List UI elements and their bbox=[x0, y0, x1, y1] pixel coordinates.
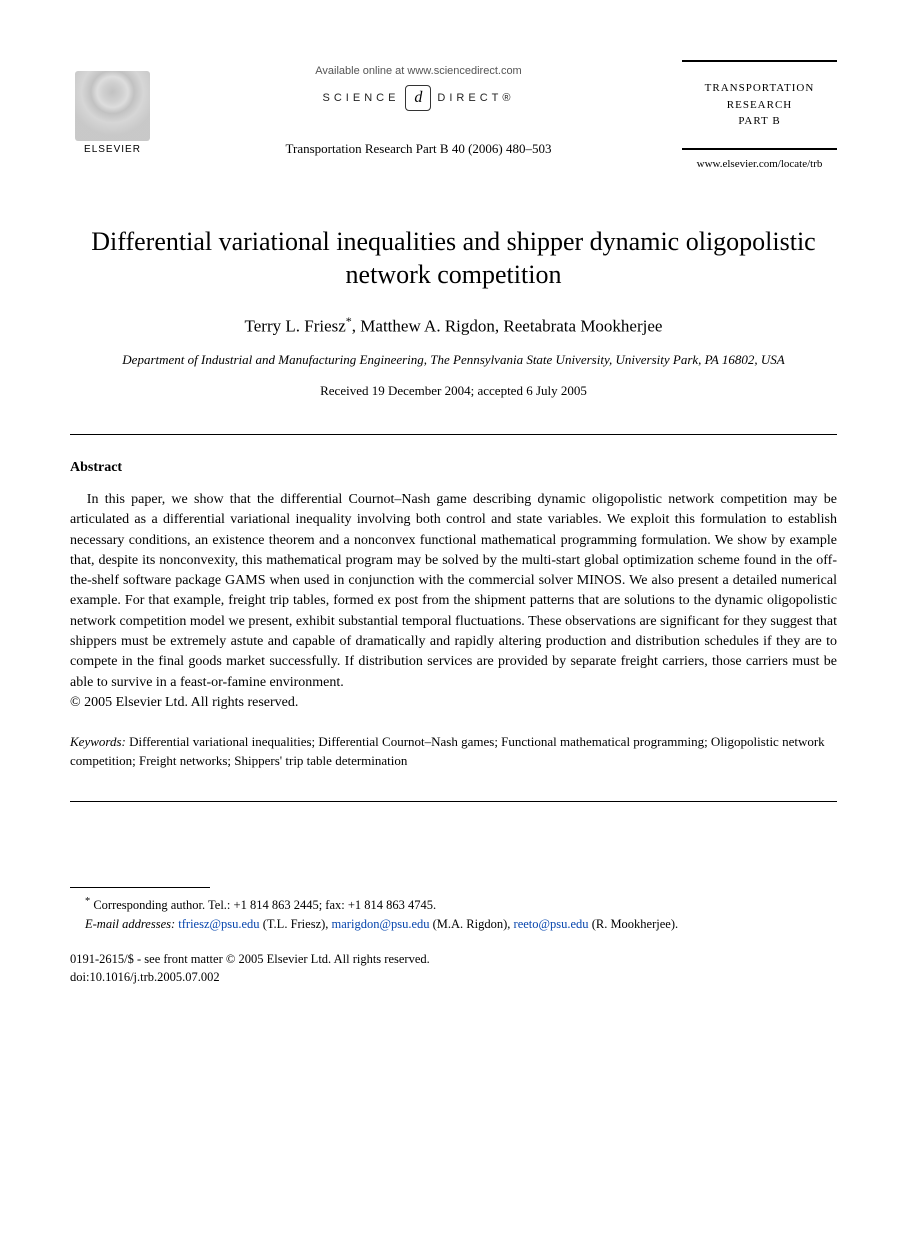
keywords-block: Keywords: Differential variational inequ… bbox=[70, 733, 837, 771]
journal-name-line1: TRANSPORTATION bbox=[687, 80, 832, 97]
paper-page: ELSEVIER Available online at www.science… bbox=[0, 0, 907, 1036]
abstract-heading: Abstract bbox=[70, 460, 837, 476]
abstract-copyright: © 2005 Elsevier Ltd. All rights reserved… bbox=[70, 695, 837, 711]
header-row: ELSEVIER Available online at www.science… bbox=[70, 60, 837, 170]
elsevier-logo: ELSEVIER bbox=[70, 60, 155, 155]
email-n3: (R. Mookherjee). bbox=[589, 917, 679, 931]
journal-name-line2: RESEARCH bbox=[687, 97, 832, 114]
footnote-rule bbox=[70, 887, 210, 888]
keywords-text: Differential variational inequalities; D… bbox=[70, 734, 825, 768]
journal-box: TRANSPORTATION RESEARCH PART B www.elsev… bbox=[682, 60, 837, 170]
journal-box-inner: TRANSPORTATION RESEARCH PART B bbox=[682, 60, 837, 150]
affiliation: Department of Industrial and Manufacturi… bbox=[70, 351, 837, 369]
rule-top bbox=[70, 434, 837, 435]
author-1: Terry L. Friesz bbox=[245, 317, 346, 336]
front-matter-line: 0191-2615/$ - see front matter © 2005 El… bbox=[70, 951, 837, 969]
fn-corr-text: Corresponding author. Tel.: +1 814 863 2… bbox=[90, 898, 436, 912]
abstract-body: In this paper, we show that the differen… bbox=[70, 490, 837, 693]
available-online-text: Available online at www.sciencedirect.co… bbox=[155, 65, 682, 77]
email-n1: (T.L. Friesz), bbox=[260, 917, 332, 931]
email-n2: (M.A. Rigdon), bbox=[430, 917, 514, 931]
science-direct-logo: SCIENCE d DIRECT® bbox=[323, 85, 515, 111]
sd-right: DIRECT® bbox=[437, 92, 514, 104]
author-3: Reetabrata Mookherjee bbox=[503, 317, 662, 336]
doi-line: doi:10.1016/j.trb.2005.07.002 bbox=[70, 969, 837, 987]
dates-line: Received 19 December 2004; accepted 6 Ju… bbox=[70, 383, 837, 399]
paper-title: Differential variational inequalities an… bbox=[70, 225, 837, 293]
doi-block: 0191-2615/$ - see front matter © 2005 El… bbox=[70, 951, 837, 986]
email-label: E-mail addresses: bbox=[85, 917, 175, 931]
sd-left: SCIENCE bbox=[323, 92, 400, 104]
journal-url: www.elsevier.com/locate/trb bbox=[682, 158, 837, 170]
keywords-label: Keywords: bbox=[70, 734, 126, 749]
elsevier-tree-icon bbox=[75, 71, 150, 141]
email-3[interactable]: reeto@psu.edu bbox=[514, 917, 589, 931]
publisher-name: ELSEVIER bbox=[84, 144, 141, 155]
email-2[interactable]: marigdon@psu.edu bbox=[332, 917, 430, 931]
corresponding-author-note: * Corresponding author. Tel.: +1 814 863… bbox=[70, 894, 837, 915]
author-2: Matthew A. Rigdon bbox=[360, 317, 495, 336]
footnotes: * Corresponding author. Tel.: +1 814 863… bbox=[70, 894, 837, 934]
email-addresses-line: E-mail addresses: tfriesz@psu.edu (T.L. … bbox=[70, 915, 837, 934]
email-1[interactable]: tfriesz@psu.edu bbox=[178, 917, 259, 931]
citation-line: Transportation Research Part B 40 (2006)… bbox=[155, 141, 682, 157]
sd-swirl-icon: d bbox=[405, 85, 431, 111]
journal-name-line3: PART B bbox=[687, 113, 832, 130]
authors-line: Terry L. Friesz*, Matthew A. Rigdon, Ree… bbox=[70, 314, 837, 337]
center-header: Available online at www.sciencedirect.co… bbox=[155, 60, 682, 157]
spacer bbox=[70, 802, 837, 887]
